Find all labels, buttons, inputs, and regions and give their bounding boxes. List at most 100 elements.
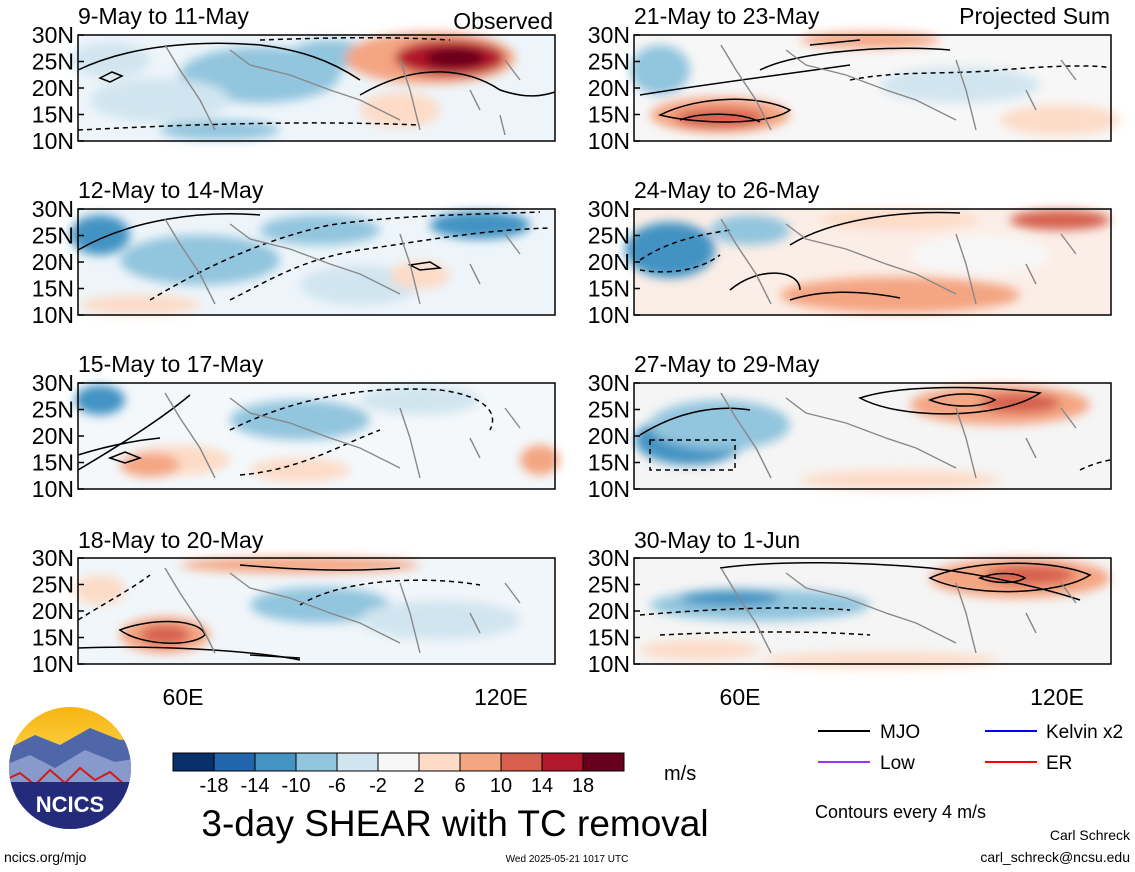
lat-tick-label: 20N bbox=[32, 249, 74, 275]
legend-label-low: Low bbox=[880, 753, 915, 774]
lat-tick-label: 30N bbox=[588, 196, 630, 222]
lat-tick-label: 25N bbox=[32, 49, 74, 75]
lat-tick-label: 10N bbox=[588, 302, 630, 328]
shear-field bbox=[634, 383, 1111, 490]
lat-tick-label: 20N bbox=[32, 75, 74, 101]
colorbar-swatch bbox=[541, 752, 584, 772]
lon-tick-label: 60E bbox=[163, 684, 204, 710]
colorbar-swatch bbox=[500, 752, 543, 772]
colorbar-tick-label: 2 bbox=[413, 775, 424, 797]
latitude-tick-labels: 30N25N20N15N10N30N25N20N15N10N30N25N20N1… bbox=[32, 22, 640, 677]
colorbar-labels: -18 -14 -10 -6 -2 2 6 10 14 18 bbox=[200, 775, 595, 797]
lon-tick-label: 120E bbox=[474, 684, 528, 710]
legend-label-mjo: MJO bbox=[880, 722, 920, 743]
map-panel-projected-3: 27-May to 29-May bbox=[633, 351, 1112, 490]
colorbar-tick-label: 6 bbox=[454, 775, 465, 797]
author-name: Carl Schreck bbox=[1050, 827, 1131, 843]
lat-tick-label: 20N bbox=[32, 423, 74, 449]
map-panel-observed-3: 15-May to 17-May bbox=[75, 351, 560, 490]
lat-tick-label: 15N bbox=[32, 450, 74, 476]
figure-title: 3-day SHEAR with TC removal bbox=[201, 803, 708, 844]
colorbar-tick-label: 14 bbox=[531, 775, 553, 797]
site-url: ncics.org/mjo bbox=[4, 849, 87, 865]
contour-note: Contours every 4 m/s bbox=[815, 802, 986, 822]
colorbar-swatch bbox=[213, 752, 256, 772]
lat-tick-label: 25N bbox=[32, 572, 74, 598]
lat-tick-label: 20N bbox=[588, 249, 630, 275]
longitude-tick-labels: 60E 120E 60E 120E bbox=[163, 684, 1084, 710]
shear-field bbox=[70, 32, 556, 141]
lat-tick-label: 15N bbox=[32, 276, 74, 302]
lat-tick-label: 10N bbox=[588, 128, 630, 154]
lat-tick-label: 30N bbox=[32, 22, 74, 48]
author-email: carl_schreck@ncsu.edu bbox=[980, 849, 1130, 865]
panel-title: 9-May to 11-May bbox=[78, 3, 249, 29]
shear-field bbox=[70, 209, 555, 315]
colorbar-tick-label: -6 bbox=[328, 775, 346, 797]
lat-tick-label: 15N bbox=[588, 450, 630, 476]
lat-tick-label: 10N bbox=[32, 476, 74, 502]
panel-title: 30-May to 1-Jun bbox=[634, 527, 800, 553]
lat-tick-label: 15N bbox=[32, 102, 74, 128]
lat-tick-label: 30N bbox=[588, 22, 630, 48]
map-panel-projected-4: 30-May to 1-Jun bbox=[633, 527, 1112, 668]
lat-tick-label: 20N bbox=[588, 598, 630, 624]
colorbar-swatch bbox=[418, 752, 461, 772]
lat-tick-label: 10N bbox=[32, 128, 74, 154]
panel-title: 24-May to 26-May bbox=[634, 177, 820, 203]
lat-tick-label: 10N bbox=[32, 302, 74, 328]
lat-tick-label: 30N bbox=[588, 545, 630, 571]
lat-tick-label: 30N bbox=[32, 545, 74, 571]
lat-tick-label: 25N bbox=[588, 572, 630, 598]
colorbar-tick-label: 18 bbox=[572, 775, 594, 797]
ncics-logo: NCICS bbox=[9, 707, 131, 829]
colorbar bbox=[172, 752, 625, 772]
panel-title: 27-May to 29-May bbox=[634, 351, 820, 377]
lat-tick-label: 20N bbox=[588, 423, 630, 449]
colorbar-tick-label: -18 bbox=[200, 775, 229, 797]
colorbar-unit: m/s bbox=[664, 763, 696, 785]
map-panel-observed-1: 9-May to 11-May bbox=[70, 3, 556, 142]
legend-label-er: ER bbox=[1046, 753, 1072, 774]
shear-field bbox=[634, 558, 1111, 668]
colorbar-tick-label: -10 bbox=[282, 775, 311, 797]
panel-title: 21-May to 23-May bbox=[634, 3, 820, 29]
colorbar-tick-label: -14 bbox=[241, 775, 270, 797]
colorbar-swatch bbox=[295, 752, 338, 772]
lat-tick-label: 30N bbox=[588, 370, 630, 396]
colorbar-swatch bbox=[459, 752, 502, 772]
projected-sum-tag: Projected Sum bbox=[959, 3, 1110, 29]
observed-tag: Observed bbox=[453, 8, 553, 34]
lon-tick-label: 60E bbox=[720, 684, 761, 710]
colorbar-tick-label: -2 bbox=[369, 775, 387, 797]
lat-tick-label: 15N bbox=[32, 625, 74, 651]
colorbar-tick-label: 10 bbox=[490, 775, 512, 797]
lat-tick-label: 10N bbox=[32, 651, 74, 677]
panel-title: 15-May to 17-May bbox=[78, 351, 264, 377]
lon-tick-label: 120E bbox=[1030, 684, 1084, 710]
legend: MJO Kelvin x2 Low ER bbox=[818, 722, 1123, 774]
colorbar-swatch bbox=[582, 752, 625, 772]
colorbar-swatch bbox=[377, 752, 420, 772]
map-panel-projected-1: 21-May to 23-May bbox=[630, 3, 1120, 142]
logo-text: NCICS bbox=[36, 792, 104, 817]
lat-tick-label: 30N bbox=[32, 370, 74, 396]
lat-tick-label: 20N bbox=[588, 75, 630, 101]
lat-tick-label: 10N bbox=[588, 476, 630, 502]
legend-label-kelvin: Kelvin x2 bbox=[1046, 722, 1123, 743]
lat-tick-label: 25N bbox=[588, 223, 630, 249]
colorbar-swatch bbox=[336, 752, 379, 772]
shear-field bbox=[75, 383, 560, 489]
lat-tick-label: 25N bbox=[32, 397, 74, 423]
lat-tick-label: 10N bbox=[588, 651, 630, 677]
map-panel-observed-4: 18-May to 20-May bbox=[75, 527, 556, 665]
lat-tick-label: 25N bbox=[588, 49, 630, 75]
map-panel-projected-2: 24-May to 26-May bbox=[625, 177, 1112, 316]
lat-tick-label: 15N bbox=[588, 625, 630, 651]
lat-tick-label: 15N bbox=[588, 276, 630, 302]
colorbar-swatch bbox=[254, 752, 297, 772]
panel-title: 18-May to 20-May bbox=[78, 527, 264, 553]
shear-field bbox=[625, 209, 1111, 315]
colorbar-swatch bbox=[172, 752, 215, 772]
